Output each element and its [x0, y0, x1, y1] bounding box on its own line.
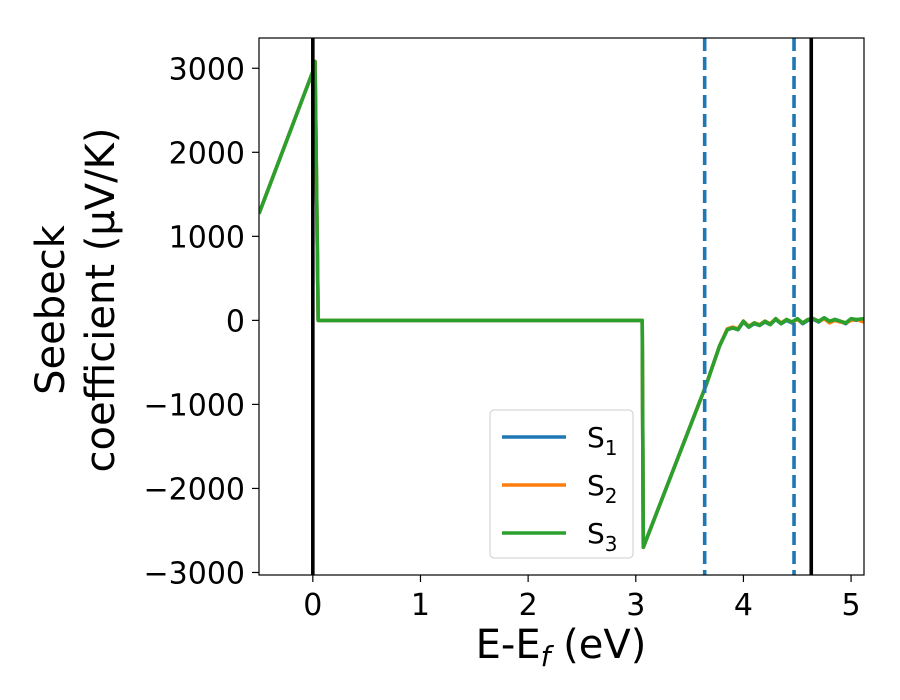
legend-label-3: S3 [587, 517, 618, 556]
reference-lines [311, 38, 814, 575]
legend-items: S1 S2 S3 [502, 421, 618, 556]
plot-frame [258, 37, 865, 576]
x-tick-label: 4 [734, 588, 753, 623]
x-axis-label-suffix: (eV) [550, 622, 646, 668]
y-axis-ticks: 3000 2000 1000 0 −1000 −2000 −3000 [144, 52, 259, 591]
x-tick-label: 0 [303, 588, 322, 623]
x-tick-label: 2 [519, 588, 538, 623]
x-tick-label: 5 [842, 588, 861, 623]
y-tick-label: 0 [226, 304, 245, 339]
y-axis-label-line1: Seebeck [28, 224, 74, 395]
x-tick-label: 1 [411, 588, 430, 623]
y-tick-label: 2000 [169, 136, 245, 171]
plot-lines [259, 59, 864, 550]
y-tick-label: 1000 [169, 220, 245, 255]
series-line-3 [259, 59, 864, 550]
y-tick-label: −1000 [144, 388, 245, 423]
y-tick-label: −3000 [144, 556, 245, 591]
x-tick-label: 3 [626, 588, 645, 623]
y-tick-label: −2000 [144, 472, 245, 507]
x-axis-ticks: 0 1 2 3 4 5 [303, 575, 861, 623]
legend-label-2: S2 [587, 469, 618, 508]
y-tick-label: 3000 [169, 52, 245, 87]
legend: S1 S2 S3 [489, 409, 634, 559]
legend-label-1: S1 [587, 421, 618, 460]
x-axis-label: E-Ef (eV) [476, 622, 647, 673]
y-axis-label-line2: coefficient (μV/K) [78, 128, 124, 473]
x-axis-label-main: E-E [476, 622, 541, 668]
